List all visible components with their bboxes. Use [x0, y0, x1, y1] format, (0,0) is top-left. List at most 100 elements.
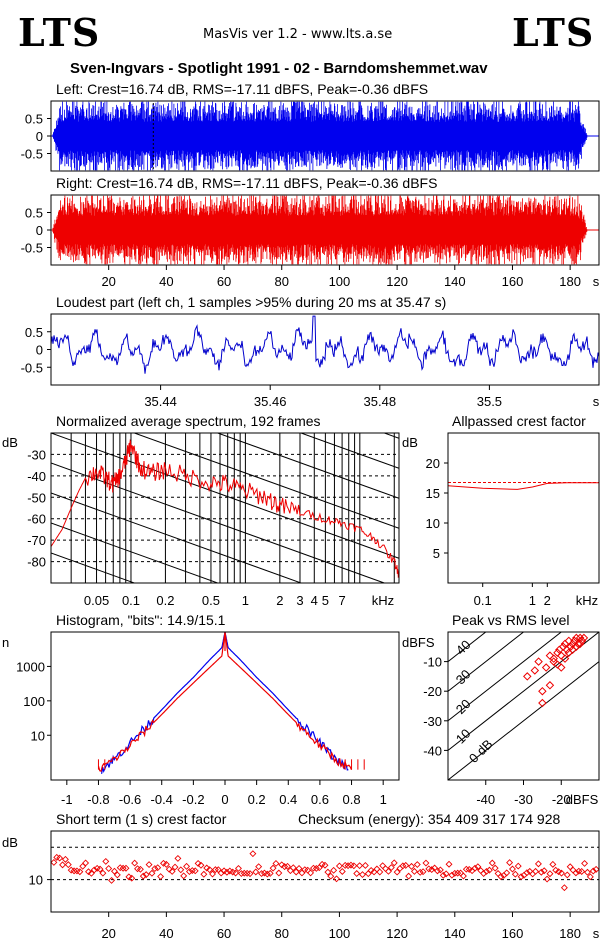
crest-point	[269, 864, 277, 872]
x-tick-label: 0.6	[311, 792, 329, 807]
x-tick-label: -20	[552, 792, 571, 807]
x-tick-label: 2	[276, 593, 283, 608]
y-tick-label: -30	[423, 714, 442, 729]
x-tick-label: 1	[242, 593, 249, 608]
x-tick-label: -0.4	[151, 792, 173, 807]
crest-point	[434, 867, 441, 875]
slope-line	[382, 433, 399, 439]
crest-point	[422, 859, 430, 867]
crest-point	[128, 874, 136, 882]
histogram-chart: n 1000 100 10 -1 -0.8 -0.6 -0.4 -0.2 0 0.2 0.4 0.6 0.…	[2, 631, 400, 807]
crest-point	[160, 859, 167, 867]
crest-point	[220, 867, 228, 875]
crest-point	[413, 861, 421, 869]
x-tick-label: 80	[275, 926, 289, 941]
x-tick-label: 0.5	[202, 593, 220, 608]
crest-point	[174, 854, 182, 862]
slope-line	[51, 552, 136, 583]
crest-point	[459, 872, 467, 880]
x-tick-label: 40	[159, 926, 173, 941]
crest-point	[483, 867, 490, 875]
crest-point	[572, 869, 580, 877]
crest-point	[376, 868, 384, 876]
crest-point	[589, 867, 597, 875]
x-tick-label: -0.6	[119, 792, 141, 807]
crest-point	[145, 861, 153, 869]
crest-point	[583, 868, 591, 876]
crest-point	[555, 868, 563, 876]
x-tick-label: 160	[502, 926, 524, 941]
crest-point	[307, 869, 315, 877]
y-axis-label: n	[2, 635, 9, 650]
spectrum-title: Normalized average spectrum, 192 frames	[56, 413, 321, 429]
crest-point	[445, 860, 453, 868]
x-tick-label: 0	[221, 792, 228, 807]
y-tick-label: 0	[36, 223, 43, 238]
diagonal-label: 40	[453, 637, 474, 658]
y-tick-label: -0.5	[21, 147, 43, 162]
crest-point	[333, 875, 341, 883]
right-channel-title: Right: Crest=16.74 dB, RMS=-17.11 dBFS, …	[56, 175, 438, 191]
crest-point	[318, 860, 326, 868]
x-unit-label: s	[593, 274, 600, 289]
crest-point	[361, 861, 369, 869]
peak-vs-rms-title: Peak vs RMS level	[452, 612, 570, 628]
crest-point	[203, 864, 211, 872]
allpassed-crest-chart: dB 20 15 10 5 0.1 1 2 kHz	[402, 432, 600, 608]
crest-point	[425, 865, 433, 873]
crest-diagonal	[448, 632, 599, 752]
crest-point	[563, 871, 571, 879]
right-waveform-chart: 0.5 0 -0.5 20 40 60 80 100 120 140 160 180 s	[21, 194, 600, 289]
crest-point	[246, 870, 254, 878]
app-title: MasVis ver 1.2 - www.lts.a.se	[203, 27, 393, 42]
crest-point	[232, 869, 240, 877]
x-tick-label: 1	[529, 593, 536, 608]
x-unit-label: s	[593, 394, 600, 409]
crest-point	[275, 869, 283, 877]
plot-frame	[447, 432, 600, 584]
crest-point	[474, 863, 482, 871]
y-tick-label: 0	[36, 129, 43, 144]
crest-point	[235, 864, 242, 872]
crest-point	[139, 872, 147, 880]
x-tick-label: 20	[101, 274, 115, 289]
x-unit-label: s	[593, 926, 600, 941]
crest-point	[517, 873, 525, 881]
x-tick-label: -1	[61, 792, 73, 807]
crest-point	[543, 875, 551, 883]
slope-line	[51, 462, 386, 583]
crest-point	[560, 884, 568, 892]
x-tick-label: 120	[386, 926, 408, 941]
x-unit-label: kHz	[372, 593, 394, 608]
slope-line	[51, 492, 303, 583]
crest-point	[353, 870, 361, 877]
crest-point	[497, 873, 505, 881]
x-tick-label: 0.1	[122, 593, 140, 608]
y-tick-label: -80	[27, 555, 46, 570]
crest-point	[335, 862, 343, 870]
x-tick-label: 35.44	[144, 394, 177, 409]
crest-point	[546, 870, 554, 878]
crest-point	[586, 873, 594, 881]
x-tick-label: 35.5	[477, 394, 502, 409]
crest-point	[125, 873, 133, 881]
pvr-plot: 40 30 20 100 dB	[448, 632, 599, 780]
x-tick-label: 140	[444, 926, 466, 941]
x-tick-label: 7	[338, 593, 345, 608]
diagonal-label: 10	[453, 726, 474, 747]
crest-point	[148, 869, 156, 877]
x-tick-label: 0.4	[279, 792, 297, 807]
crest-point	[209, 870, 216, 878]
crest-point	[367, 866, 375, 874]
crest-point	[321, 861, 329, 869]
crest-curve	[447, 482, 599, 490]
diagonal-label: 0 dB	[466, 736, 496, 766]
crest-point	[324, 868, 332, 876]
crest-point	[373, 865, 381, 873]
crest-point	[151, 865, 159, 873]
crest-point	[56, 854, 64, 862]
y-tick-label: 15	[426, 486, 440, 501]
y-tick-label: 10	[31, 728, 45, 743]
crest-point	[410, 867, 418, 875]
checksum-text: Checksum (energy): 354 409 317 174 928	[298, 811, 561, 827]
